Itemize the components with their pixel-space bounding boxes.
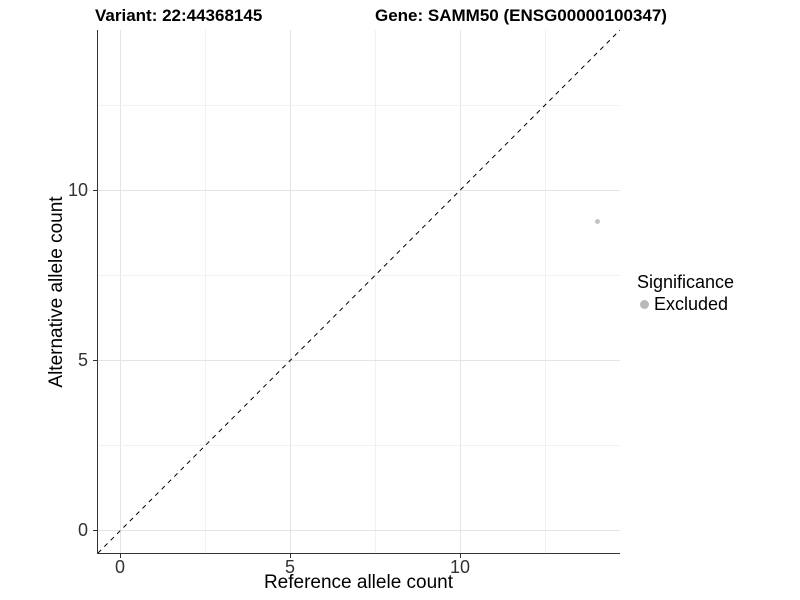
variant-title: Variant: 22:44368145 [95,6,263,25]
y-tick-0 [93,530,97,531]
gene-title: Gene: SAMM50 (ENSG00000100347) [375,6,667,25]
y-tick-label-5: 5 [77,350,88,370]
scatter-point-excluded [595,219,600,224]
x-tick-label-0: 0 [114,557,125,577]
x-tick-5 [290,554,291,558]
y-tick-5 [93,360,97,361]
x-tick-10 [460,554,461,558]
y-tick-label-10: 10 [67,180,88,200]
y-tick-label-0: 0 [77,520,88,540]
identity-reference-line [98,30,620,553]
legend: Significance Excluded [637,272,734,315]
x-axis-title: Reference allele count [263,572,454,593]
legend-title: Significance [637,272,735,292]
plot-panel [97,30,620,554]
y-tick-10 [93,190,97,191]
x-tick-0 [120,554,121,558]
y-axis-title: Alternative allele count [46,196,67,388]
legend-entry-excluded: Excluded [637,294,734,315]
legend-entry-label: Excluded [654,294,729,314]
x-tick-label-5: 5 [284,557,295,577]
x-tick-label-10: 10 [449,557,471,577]
legend-key-dot-icon [640,300,649,309]
